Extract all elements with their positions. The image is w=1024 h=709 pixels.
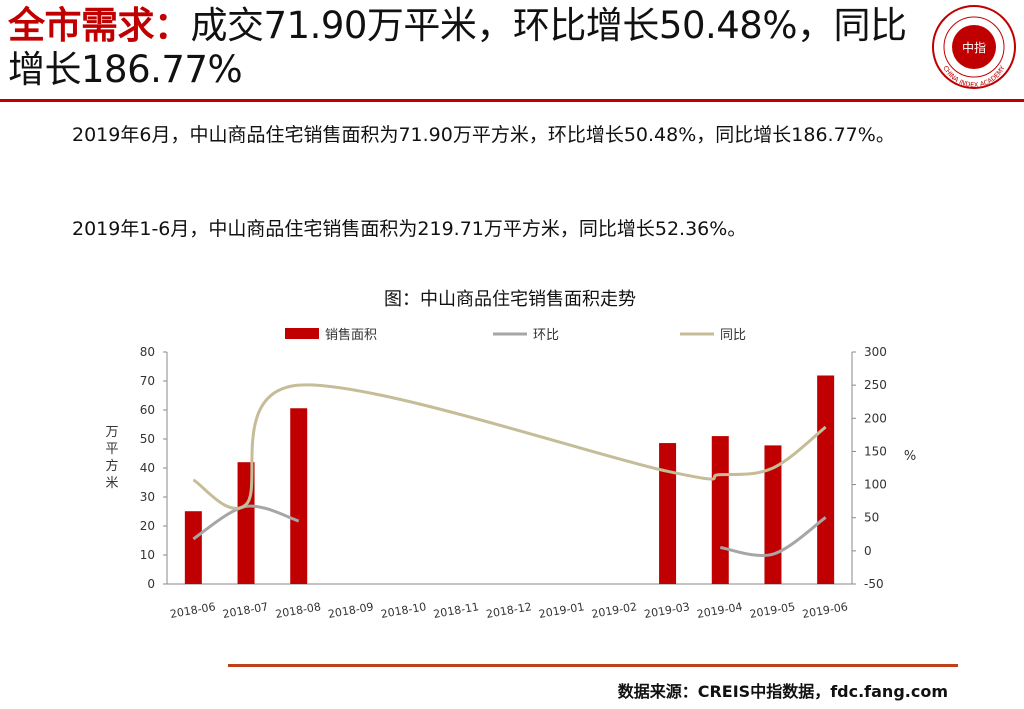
- line-yoy: [192, 383, 827, 510]
- x-tick-label: 2019-01: [538, 600, 586, 621]
- y-left-axis-label: 万: [105, 425, 118, 440]
- china-index-academy-logo: 中指 CHINA INDEX ACADEMY: [932, 5, 1016, 89]
- right-tick-label: 150: [864, 444, 887, 458]
- legend-swatch-bar: [285, 328, 319, 339]
- x-tick-label: 2018-07: [222, 600, 270, 621]
- title-rest: 成交71.90万平米，环比增长50.48%，同比增长186.77%: [8, 4, 907, 91]
- footer-rule: [228, 664, 958, 667]
- page-title: 全市需求：成交71.90万平米，环比增长50.48%，同比增长186.77%: [8, 4, 908, 92]
- left-tick-label: 80: [140, 345, 155, 359]
- right-tick-label: 250: [864, 378, 887, 392]
- left-tick-label: 0: [147, 577, 155, 591]
- bar-sales-area: [290, 408, 308, 584]
- x-tick-label: 2018-09: [327, 600, 375, 621]
- y-left-axis-label: 方: [105, 458, 118, 474]
- x-tick-label: 2018-12: [485, 600, 533, 621]
- left-tick-label: 30: [140, 490, 155, 504]
- right-tick-label: 50: [864, 511, 879, 525]
- x-tick-label: 2019-06: [801, 600, 849, 621]
- x-tick-label: 2018-10: [380, 600, 428, 621]
- sales-area-chart: 图：中山商品住宅销售面积走势 0 10 20 30 40 50 60 70 80 -50 0 50 10…: [95, 278, 925, 648]
- x-tick-label: 2019-05: [749, 600, 797, 621]
- legend-label: 同比: [720, 328, 746, 343]
- x-tick-label: 2019-02: [591, 600, 639, 621]
- legend-label: 环比: [533, 328, 559, 343]
- line-mom: [720, 516, 827, 557]
- right-tick-label: 300: [864, 345, 887, 359]
- bar-sales-area: [817, 375, 835, 584]
- bar-sales-area: [711, 436, 729, 584]
- header-rule: [0, 99, 1024, 102]
- left-tick-label: 40: [140, 461, 155, 475]
- x-tick-label: 2019-04: [696, 600, 744, 621]
- left-tick-label: 50: [140, 432, 155, 446]
- y-left-axis-label: 米: [105, 476, 118, 491]
- chart-canvas: 0 10 20 30 40 50 60 70 80 -50 0 50 100 150 200 250 300 万平…: [105, 327, 916, 621]
- line-mom: [192, 504, 300, 541]
- x-tick-label: 2018-11: [432, 600, 480, 621]
- left-tick-label: 10: [140, 548, 155, 562]
- right-tick-label: 200: [864, 411, 887, 425]
- data-source: 数据来源：CREIS中指数据，fdc.fang.com: [617, 682, 948, 701]
- x-tick-label: 2018-08: [274, 600, 322, 621]
- y-left-axis-label: 平: [105, 442, 118, 457]
- bar-sales-area: [184, 511, 202, 584]
- bar-sales-area: [764, 445, 782, 584]
- title-highlight: 全市需求：: [8, 4, 191, 47]
- left-tick-label: 70: [140, 374, 155, 388]
- y-right-axis-label: %: [904, 449, 916, 464]
- bar-sales-area: [659, 443, 677, 584]
- left-tick-label: 20: [140, 519, 155, 533]
- x-tick-label: 2018-06: [169, 600, 217, 621]
- right-tick-label: 100: [864, 478, 887, 492]
- right-tick-label: 0: [864, 544, 872, 558]
- legend-label: 销售面积: [325, 327, 377, 343]
- logo-center-text: 中指: [962, 40, 986, 55]
- paragraph-ytd: 2019年1-6月，中山商品住宅销售面积为219.71万平方米，同比增长52.3…: [72, 218, 747, 240]
- chart-title: 图：中山商品住宅销售面积走势: [384, 289, 636, 310]
- paragraph-monthly: 2019年6月，中山商品住宅销售面积为71.90万平方米，环比增长50.48%，…: [72, 124, 895, 146]
- left-tick-label: 60: [140, 403, 155, 417]
- right-tick-label: -50: [864, 577, 884, 591]
- x-tick-label: 2019-03: [643, 600, 691, 621]
